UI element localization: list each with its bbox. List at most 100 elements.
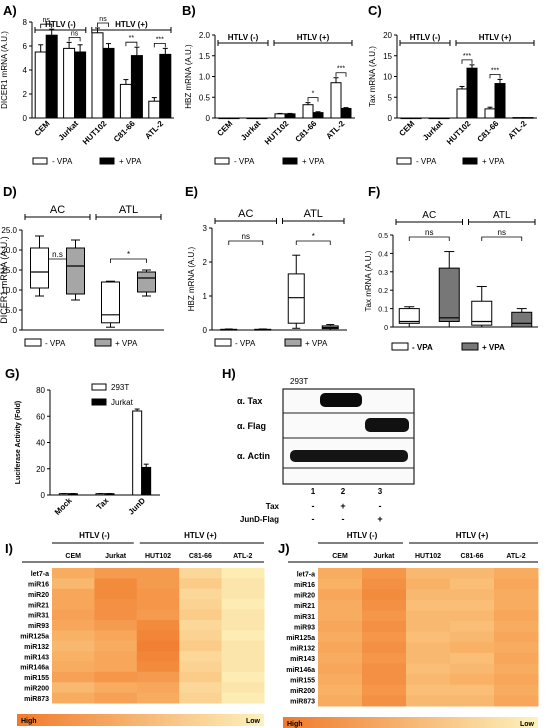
- color-scale-bar: [283, 717, 538, 728]
- column-label: ATL-2: [233, 553, 252, 560]
- row-label: miR20: [28, 592, 49, 599]
- heat-cell-miR21-C81-66: [179, 599, 223, 611]
- heat-cell-miR20-Jurkat: [94, 588, 138, 600]
- y-tick-label: 1.0: [199, 73, 211, 82]
- y-tick-label: 3: [203, 224, 208, 233]
- heat-cell-miR21-ATL-2: [494, 599, 539, 611]
- heat-cell-miR132-HUT102: [136, 640, 180, 652]
- y-tick-label: 4: [23, 66, 28, 75]
- box-AC-+ VPA: [66, 247, 85, 295]
- group-label: HTLV (-): [410, 33, 441, 42]
- heat-cell-miR200-HUT102: [136, 682, 180, 694]
- group-label: ATL: [119, 204, 138, 216]
- heat-cell-miR146a-Jurkat: [94, 661, 138, 673]
- blot-row-label: α. Flag: [237, 421, 266, 431]
- row-label: miR21: [294, 603, 315, 610]
- significance-bracket: [489, 74, 501, 79]
- column-label: C81-66: [461, 553, 484, 560]
- heat-cell-miR873-HUT102: [136, 692, 180, 704]
- blot-row-label: α. Tax: [237, 396, 262, 406]
- heat-cell-miR146a-CEM: [318, 663, 363, 675]
- heat-cell-miR200-ATL-2: [494, 684, 539, 696]
- category-label: Jurkat: [239, 119, 263, 143]
- bar-HUT102-+ VPA: [466, 67, 478, 119]
- heat-cell-miR31-C81-66: [179, 609, 223, 621]
- heat-cell-miR125a-C81-66: [179, 630, 223, 642]
- y-tick-label: 40: [36, 439, 45, 448]
- y-tick-label: 80: [36, 386, 45, 395]
- column-label: HUT102: [145, 553, 171, 560]
- heat-cell-miR31-C81-66: [450, 610, 495, 622]
- heat-cell-let7-a-ATL-2: [494, 568, 539, 580]
- heat-cell-miR155-ATL-2: [221, 671, 265, 683]
- box-ATL-+ VPA: [137, 271, 156, 293]
- category-label: Tax: [95, 496, 111, 512]
- heat-cell-miR155-CEM: [318, 674, 363, 686]
- legend-swatch: [461, 342, 479, 351]
- panel-label-H: H): [222, 366, 236, 381]
- heat-cell-miR31-CEM: [52, 609, 95, 621]
- y-tick-label: 10.0: [1, 286, 17, 295]
- legend-label: - VPA: [234, 157, 255, 166]
- box-AC-+ VPA: [438, 267, 460, 322]
- scale-low-label: Low: [520, 721, 535, 728]
- heat-cell-miR21-CEM: [318, 599, 363, 611]
- group-label: HTLV (+): [297, 33, 330, 42]
- y-tick-label: 8: [23, 18, 28, 27]
- panel-label-D: D): [3, 184, 17, 199]
- y-tick-label: 5: [388, 93, 393, 102]
- legend-swatch: [32, 157, 48, 165]
- heat-cell-miR16-ATL-2: [221, 578, 265, 590]
- y-tick-label: 2: [23, 90, 28, 99]
- bar-Jurkat-+ VPA: [256, 117, 268, 120]
- y-tick-label: 20: [383, 31, 392, 40]
- condition-value: +: [340, 501, 345, 511]
- significance-bracket: [295, 240, 331, 245]
- heat-cell-miR31-CEM: [318, 610, 363, 622]
- column-label: CEM: [65, 553, 81, 560]
- heat-cell-let7-a-Jurkat: [94, 568, 138, 579]
- heat-cell-miR21-CEM: [52, 599, 95, 611]
- group-label-pos: HTLV (+): [184, 531, 217, 540]
- bar-C81-66-+ VPA: [130, 55, 143, 119]
- significance-label: ns: [498, 228, 506, 237]
- heat-cell-miR93-Jurkat: [94, 619, 138, 631]
- box-AC-- VPA: [30, 247, 49, 289]
- heat-cell-miR93-ATL-2: [221, 619, 265, 631]
- heat-cell-miR125a-Jurkat: [94, 630, 138, 642]
- group-label: ATL: [493, 210, 511, 221]
- bar-HUT102-- VPA: [456, 88, 468, 119]
- heat-cell-miR16-CEM: [318, 578, 363, 590]
- heat-cell-miR21-Jurkat: [94, 599, 138, 611]
- y-tick-label: 0: [388, 114, 393, 123]
- category-label: Jurkat: [421, 119, 445, 143]
- row-label: miR146a: [20, 665, 49, 672]
- condition-value: -: [379, 501, 382, 511]
- condition-label: Tax: [266, 502, 280, 511]
- row-label: miR200: [24, 685, 49, 692]
- scale-high-label: High: [21, 718, 37, 725]
- heat-cell-miR873-ATL-2: [221, 692, 265, 704]
- significance-label: ***: [463, 53, 471, 60]
- row-label: miR873: [24, 696, 49, 703]
- heat-cell-miR873-CEM: [318, 695, 363, 707]
- heat-cell-miR31-Jurkat: [362, 610, 407, 622]
- box-ATL-- VPA: [471, 300, 493, 326]
- y-tick-label: 15.0: [1, 266, 17, 275]
- column-label: HUT102: [415, 553, 441, 560]
- category-label: HUT102: [263, 119, 291, 147]
- heat-cell-miR873-HUT102: [406, 695, 451, 707]
- legend-swatch: [391, 342, 409, 351]
- category-label: CEM: [33, 119, 52, 138]
- band-flag-lane3: [365, 418, 409, 432]
- row-label: miR155: [290, 677, 315, 684]
- y-axis-label: Luciferase Activity (Fold): [15, 401, 22, 484]
- heat-cell-miR155-HUT102: [136, 671, 180, 683]
- heat-cell-miR20-HUT102: [136, 588, 180, 600]
- column-label: Jurkat: [105, 553, 127, 560]
- significance-bracket: [461, 59, 473, 64]
- heat-cell-miR200-C81-66: [179, 682, 223, 694]
- heat-cell-miR143-ATL-2: [221, 651, 265, 662]
- heat-cell-miR132-Jurkat: [362, 642, 407, 654]
- heat-cell-miR132-C81-66: [179, 640, 223, 652]
